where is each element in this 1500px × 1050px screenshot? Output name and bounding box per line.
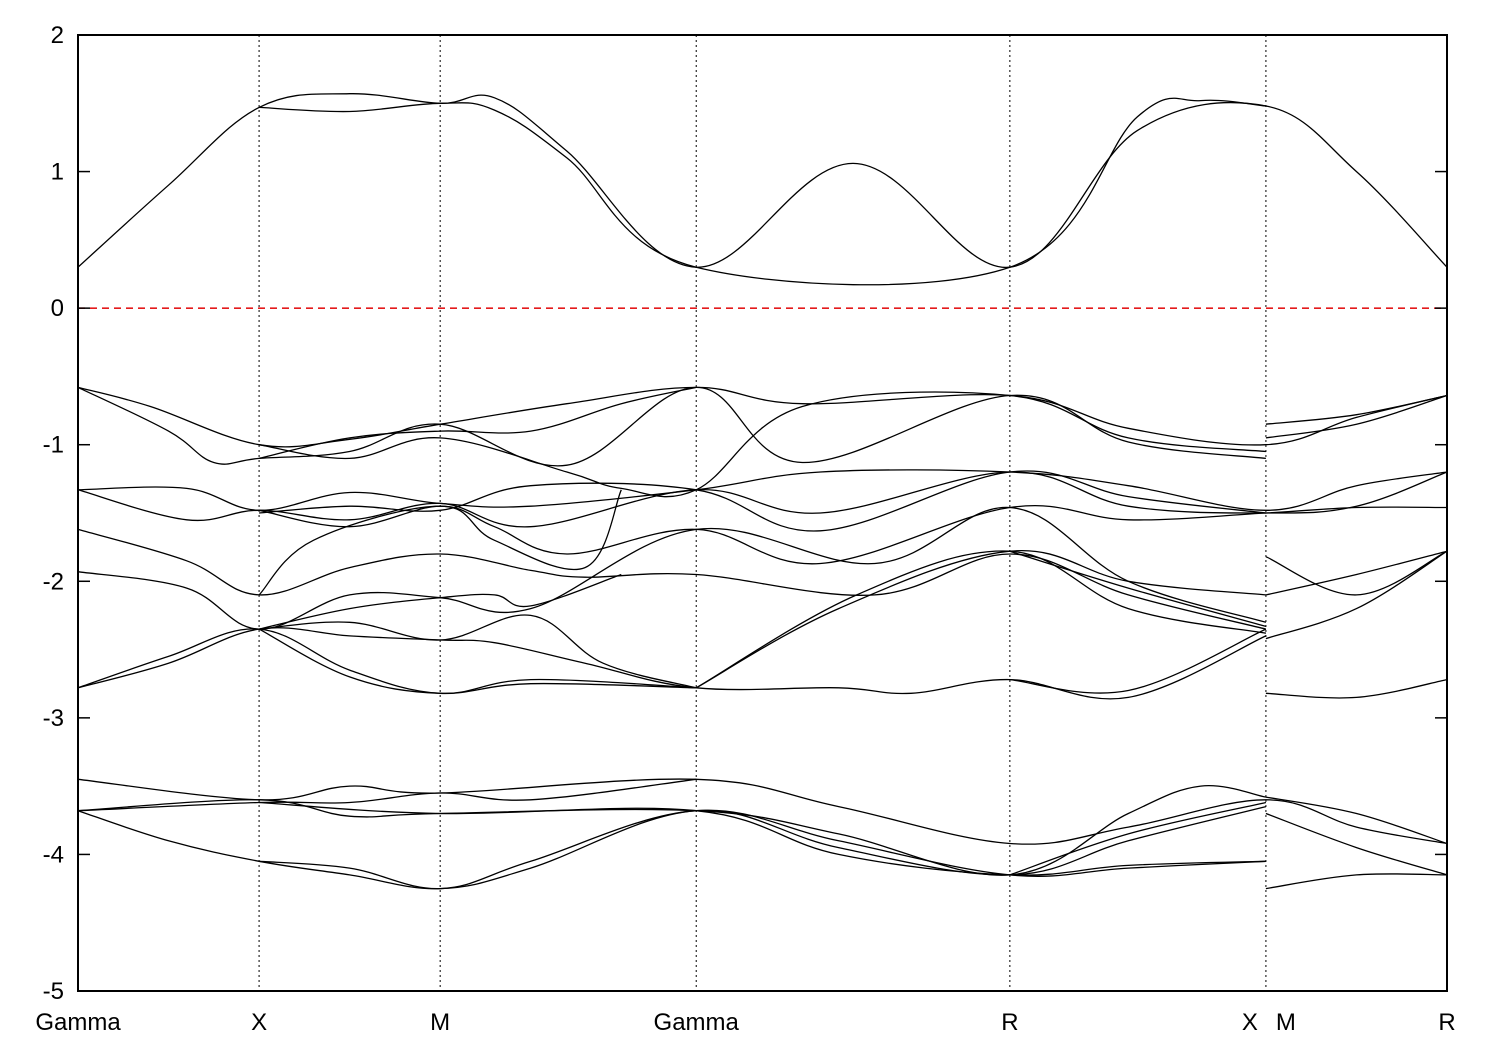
band-line bbox=[1265, 394, 1448, 439]
x-tick-label: R bbox=[1001, 1009, 1018, 1036]
x-axis: Gamma X M Gamma R X M R bbox=[35, 1009, 1455, 1036]
band-line bbox=[1265, 812, 1448, 876]
band-line bbox=[1009, 801, 1267, 876]
band-line bbox=[695, 550, 1267, 689]
x-tick-label: M bbox=[430, 1009, 450, 1036]
x-tick-label: Gamma bbox=[35, 1009, 121, 1036]
band-line bbox=[1265, 873, 1448, 890]
band-line bbox=[77, 628, 697, 695]
band-line bbox=[258, 573, 622, 630]
y-tick-label: -1 bbox=[43, 432, 64, 459]
x-tick-label: R bbox=[1438, 1009, 1455, 1036]
band-line bbox=[695, 549, 1266, 689]
band-line bbox=[258, 628, 697, 694]
x-tick-label: X bbox=[1242, 1009, 1258, 1036]
plot-frame bbox=[77, 34, 1448, 992]
kpoint-gridlines bbox=[258, 35, 1267, 991]
band-line bbox=[77, 778, 1448, 845]
x-tick-label: X bbox=[251, 1009, 267, 1036]
band-line bbox=[259, 809, 1266, 890]
y-tick-label: 2 bbox=[51, 22, 64, 49]
y-tick-label: -5 bbox=[43, 978, 64, 1005]
band-line bbox=[1265, 678, 1448, 699]
band-line bbox=[1265, 550, 1448, 596]
band-line bbox=[1265, 796, 1448, 845]
band-line bbox=[1265, 394, 1448, 425]
band-line bbox=[258, 489, 622, 596]
band-line bbox=[1009, 550, 1267, 628]
y-tick-label: -4 bbox=[43, 841, 64, 868]
band-line bbox=[259, 801, 1266, 876]
band-line bbox=[77, 386, 1448, 448]
x-tick-label: M bbox=[1276, 1009, 1296, 1036]
band-line bbox=[77, 805, 1267, 890]
band-line bbox=[1265, 550, 1448, 596]
band-line bbox=[1265, 550, 1448, 640]
band-line bbox=[1009, 628, 1267, 694]
y-tick-label: 0 bbox=[51, 295, 64, 322]
band-line bbox=[259, 97, 1266, 286]
y-tick-label: 1 bbox=[51, 159, 64, 186]
band-line bbox=[259, 614, 697, 689]
y-axis: 2 1 0 -1 -2 -3 -4 -5 bbox=[43, 22, 1447, 1005]
y-tick-label: -3 bbox=[43, 705, 64, 732]
y-tick-label: -2 bbox=[43, 568, 64, 595]
band-line bbox=[77, 778, 697, 812]
band-line bbox=[259, 470, 1266, 532]
band-line bbox=[77, 386, 1266, 467]
x-tick-label: Gamma bbox=[654, 1009, 740, 1036]
band-line bbox=[258, 386, 697, 460]
band-lines bbox=[77, 93, 1448, 890]
